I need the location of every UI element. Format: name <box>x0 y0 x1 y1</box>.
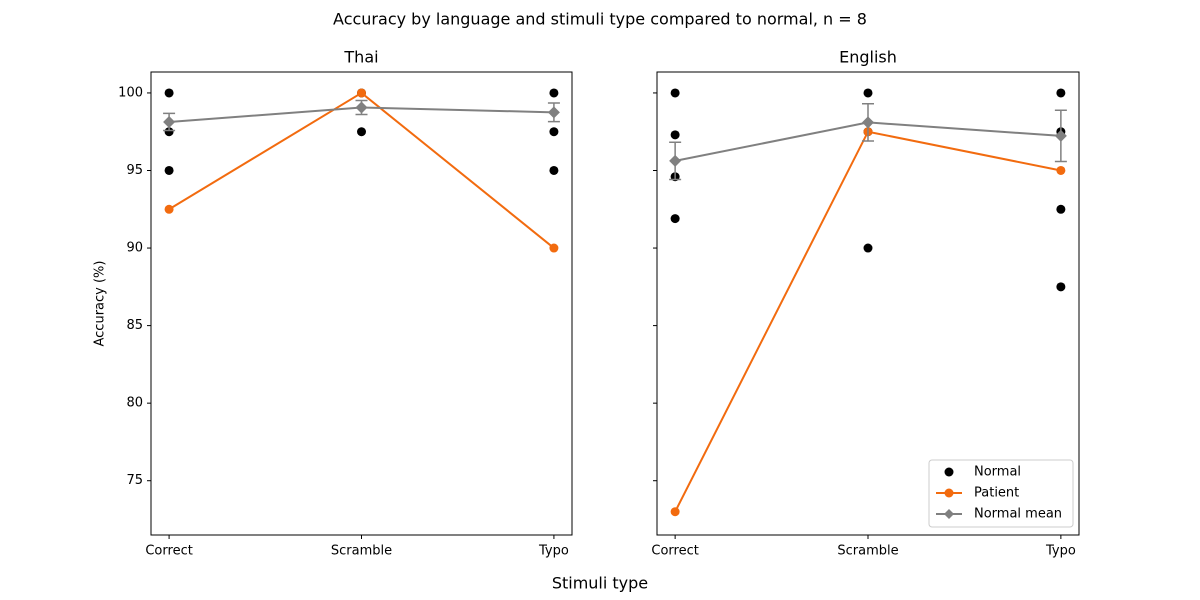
x-axis-label: Stimuli type <box>552 574 648 593</box>
mean-point <box>163 115 176 128</box>
x-tick-label: Typo <box>538 544 569 559</box>
x-tick-label: Correct <box>145 544 192 559</box>
normal-point <box>670 88 680 98</box>
normal-point <box>549 127 559 137</box>
mean-point <box>547 106 560 119</box>
y-tick-label: 75 <box>126 473 143 488</box>
y-tick-label: 95 <box>126 163 143 178</box>
mean-point <box>862 116 874 129</box>
axes-title: English <box>839 48 897 67</box>
normal-point <box>357 127 366 137</box>
patient-line <box>674 130 1062 513</box>
patient-point <box>1056 165 1066 175</box>
patient-point <box>549 243 559 253</box>
axes-title: Thai <box>343 48 378 67</box>
mean-point <box>355 101 368 114</box>
normal-point <box>863 88 873 98</box>
mean-point <box>669 154 682 167</box>
normal-point <box>549 165 559 175</box>
normal-point <box>670 214 680 224</box>
normal-point <box>164 165 174 175</box>
y-tick-label: 100 <box>118 85 143 100</box>
x-tick-label: Typo <box>1045 544 1076 559</box>
normal-point <box>164 127 174 137</box>
patient-point <box>670 507 680 517</box>
normal-point <box>1056 282 1066 292</box>
y-axis-label: Accuracy (%) <box>93 261 108 347</box>
normal-point <box>1056 204 1066 214</box>
legend-label: Normal mean <box>974 507 1062 522</box>
axes-frame <box>150 71 573 536</box>
normal-point <box>1056 88 1066 98</box>
patient-line <box>168 91 555 249</box>
x-tick-label: Scramble <box>837 544 898 559</box>
axes-frame <box>656 71 1080 536</box>
legend-label: Normal <box>974 465 1021 480</box>
legend-box <box>928 459 1074 528</box>
y-tick-label: 80 <box>126 396 143 411</box>
patient-point <box>164 204 174 214</box>
normal-point <box>670 130 680 140</box>
normal-point <box>164 88 174 98</box>
normal-point <box>549 88 559 98</box>
y-tick-label: 90 <box>126 241 143 256</box>
legend-marker <box>944 488 954 498</box>
x-tick-label: Correct <box>651 544 698 559</box>
legend-label: Patient <box>974 486 1019 501</box>
y-tick-label: 85 <box>126 318 143 333</box>
x-tick-label: Scramble <box>331 544 392 559</box>
normal-point <box>863 243 873 253</box>
legend-marker <box>944 509 954 519</box>
mean-point <box>1054 129 1067 142</box>
legend-marker <box>944 467 954 477</box>
patient-point <box>357 88 366 98</box>
figure-title: Accuracy by language and stimuli type co… <box>333 10 867 29</box>
